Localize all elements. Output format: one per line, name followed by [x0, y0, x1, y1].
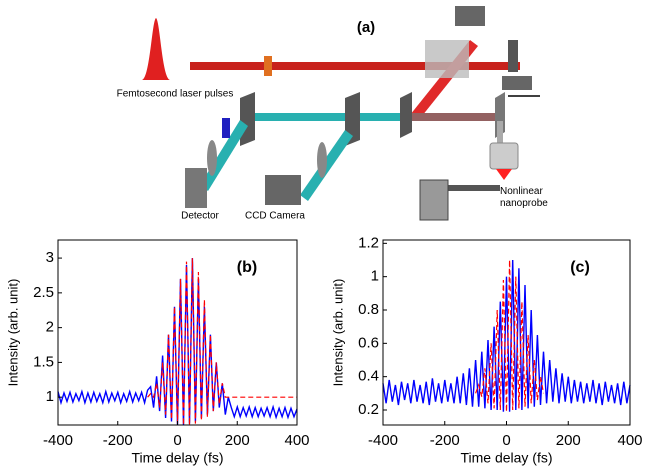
x-tick-label: -200 — [430, 432, 460, 449]
y-tick-label: 1.2 — [358, 234, 379, 251]
mirror — [455, 6, 485, 26]
series-line — [475, 259, 545, 412]
x-tick-label: 0 — [502, 432, 510, 449]
beam-splitter — [425, 40, 469, 78]
panel-label: (a) — [357, 19, 375, 36]
x-tick-label: 200 — [225, 432, 250, 449]
y-tick-label: 2.5 — [33, 284, 54, 301]
probe-label: Nonlinear nanoprobe — [500, 186, 548, 209]
x-tick-label: -200 — [103, 432, 133, 449]
camera-box — [265, 175, 301, 205]
detector-box — [185, 168, 207, 208]
y-tick-label: 2 — [46, 319, 54, 336]
panel-label: (c) — [570, 259, 590, 276]
y-tick-label: 1 — [46, 388, 54, 405]
lens — [317, 142, 327, 178]
mirror — [345, 92, 360, 146]
y-tick-label: 3 — [46, 249, 54, 266]
series-line — [382, 259, 631, 412]
detector-label: Detector — [181, 211, 219, 222]
probe-label-box: Nonlinear nanoprobe — [500, 186, 548, 209]
mirror — [240, 92, 255, 146]
y-tick-label: 0.4 — [358, 368, 379, 385]
y-tick-label: 0.6 — [358, 334, 379, 351]
y-axis-label: Intensity (arb. unit) — [5, 279, 20, 387]
x-tick-label: 0 — [173, 432, 181, 449]
y-tick-label: 0.8 — [358, 301, 379, 318]
filter — [264, 56, 272, 76]
probe-stage — [419, 179, 449, 221]
x-tick-label: -400 — [43, 432, 73, 449]
lens — [207, 140, 217, 176]
source-label: Femtosecond laser pulses — [117, 89, 234, 100]
panel-label: (b) — [237, 259, 257, 276]
focus — [496, 169, 512, 180]
x-tick-label: 400 — [617, 432, 642, 449]
x-axis-label: Time delay (fs) — [131, 450, 223, 466]
red-beam — [190, 62, 520, 70]
y-axis-label: Intensity (arb. unit) — [330, 279, 345, 387]
mixed-beam — [410, 113, 505, 121]
y-tick-label: 1.5 — [33, 353, 54, 370]
mirror — [508, 40, 518, 72]
x-tick-label: 200 — [556, 432, 581, 449]
filter — [222, 118, 230, 138]
cyan-beam — [240, 113, 500, 121]
x-axis-label: Time delay (fs) — [460, 450, 552, 466]
objective-stem — [497, 121, 503, 143]
stage — [502, 76, 532, 90]
x-tick-label: 400 — [284, 432, 309, 449]
probe-arm — [440, 185, 500, 191]
setup-diagram: (a) Femtosecond laser pulses Detector CC… — [117, 6, 548, 222]
y-tick-label: 1 — [371, 268, 379, 285]
mirror — [400, 92, 412, 138]
pulse-icon — [142, 18, 170, 80]
camera-label: CCD Camera — [245, 211, 305, 222]
y-tick-label: 0.2 — [358, 401, 379, 418]
series-line — [147, 258, 297, 426]
objective — [489, 142, 519, 170]
x-tick-label: -400 — [368, 432, 398, 449]
